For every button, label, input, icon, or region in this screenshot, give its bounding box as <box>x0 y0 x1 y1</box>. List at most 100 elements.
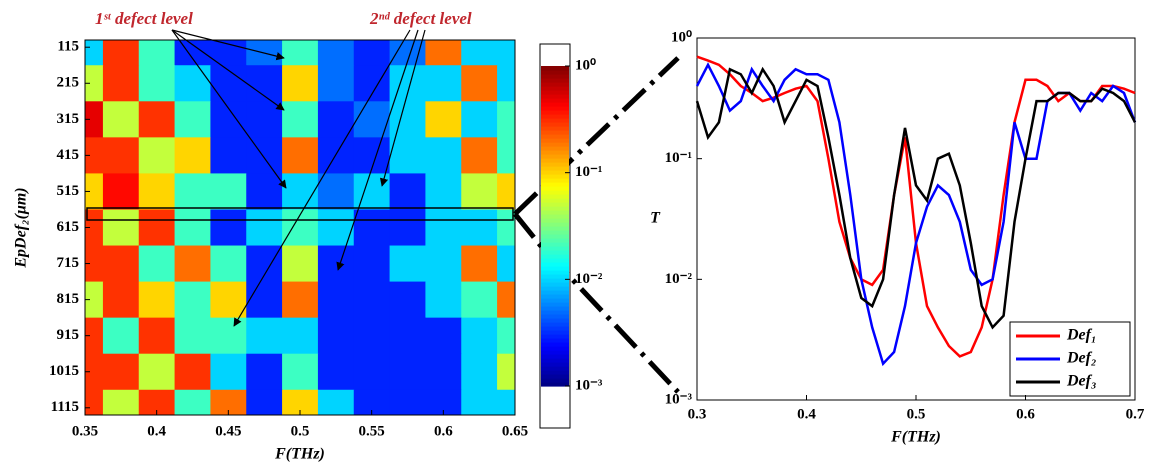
colorbar-swatch <box>541 82 569 87</box>
heat-cell <box>85 65 104 102</box>
colorbar-swatch <box>541 106 569 111</box>
heat-cell <box>138 353 176 391</box>
colorbar-swatch <box>541 282 569 287</box>
heat-cell <box>85 353 104 391</box>
heat-cell <box>461 137 498 174</box>
heat-cell <box>246 101 283 138</box>
colorbar-swatch <box>541 226 569 231</box>
heat-cell <box>461 245 498 283</box>
heat-cell <box>353 353 391 391</box>
annotation: 2ⁿᵈ defect level <box>369 9 472 28</box>
heat-cell <box>174 281 211 319</box>
colorbar-swatch <box>541 350 569 355</box>
heat-cell <box>174 353 211 391</box>
colorbar-swatch <box>541 166 569 171</box>
heat-cell <box>85 173 104 210</box>
heat-cell <box>102 137 140 174</box>
heat-cell <box>246 353 283 391</box>
heat-cell <box>102 317 140 355</box>
heat-cell <box>425 389 462 415</box>
colorbar-swatch <box>541 86 569 91</box>
legend-label: Def₂ <box>1066 350 1097 367</box>
y-tick-label: 10⁻² <box>665 271 693 287</box>
colorbar-swatch <box>541 154 569 159</box>
heat-cell <box>210 245 247 283</box>
heat-cell <box>497 353 515 391</box>
colorbar-swatch <box>541 94 569 99</box>
heat-cell <box>210 137 247 174</box>
heat-cell <box>138 137 176 174</box>
heat-cell <box>389 281 426 319</box>
x-tick-label: 0.45 <box>215 423 241 439</box>
heat-cell <box>174 389 211 415</box>
colorbar-swatch <box>541 318 569 323</box>
heat-cell <box>138 173 176 210</box>
colorbar-swatch <box>541 266 569 271</box>
colorbar-swatch <box>541 142 569 147</box>
colorbar-swatch <box>541 382 569 387</box>
heat-cell <box>317 281 355 319</box>
colorbar-swatch <box>541 78 569 83</box>
x-tick-label: 0.4 <box>797 406 816 422</box>
heat-cell <box>497 389 515 415</box>
heat-cell <box>210 281 247 319</box>
colorbar-swatch <box>541 146 569 151</box>
y-tick-label: 115 <box>57 39 79 55</box>
heat-cell <box>210 173 247 210</box>
colorbar-swatch <box>541 262 569 267</box>
heat-cell <box>210 317 247 355</box>
heat-cell <box>461 209 498 247</box>
heat-cell <box>389 389 426 415</box>
colorbar-swatch <box>541 202 569 207</box>
heat-cell <box>102 353 140 391</box>
colorbar-swatch <box>541 314 569 319</box>
heat-cell <box>425 245 462 283</box>
heat-cell <box>210 209 247 247</box>
heat-cell <box>282 137 319 174</box>
heat-cell <box>246 245 283 283</box>
heat-cell <box>102 245 140 283</box>
x-tick-label: 0.55 <box>359 423 385 439</box>
heat-cell <box>85 40 104 66</box>
colorbar-swatch <box>541 218 569 223</box>
colorbar-swatch <box>541 194 569 199</box>
colorbar-swatch <box>541 90 569 95</box>
y-tick-label: 515 <box>57 183 80 199</box>
heat-cell <box>353 40 391 66</box>
colorbar-swatch <box>541 362 569 367</box>
heat-cell <box>85 137 104 174</box>
heat-cell <box>282 281 319 319</box>
legend-label: Def₃ <box>1066 373 1097 390</box>
colorbar-swatch <box>541 110 569 115</box>
heat-cell <box>317 245 355 283</box>
heat-cell <box>246 209 283 247</box>
colorbar-swatch <box>541 162 569 167</box>
heat-cell <box>425 209 462 247</box>
zoom-arrows <box>513 56 680 394</box>
heat-cell <box>497 65 515 102</box>
heat-cell <box>282 245 319 283</box>
y-tick-label: 10⁻¹ <box>665 150 692 166</box>
heat-cell <box>461 389 498 415</box>
heat-cell <box>102 173 140 210</box>
heat-cell <box>210 353 247 391</box>
y-tick-label: 815 <box>57 291 80 307</box>
colorbar-swatch <box>541 326 569 331</box>
colorbar-swatch <box>541 366 569 371</box>
heat-cell <box>353 173 391 210</box>
heat-cell <box>85 389 104 415</box>
heat-cell <box>317 209 355 247</box>
y-tick-label: 10⁰ <box>671 29 692 45</box>
colorbar-swatch <box>541 174 569 179</box>
y-tick-label: 615 <box>57 219 80 235</box>
colorbar-swatch <box>541 286 569 291</box>
heat-cell <box>497 40 515 66</box>
annotation: 1ˢᵗ defect level <box>95 9 193 28</box>
heat-cell <box>246 173 283 210</box>
heat-cell <box>497 281 515 319</box>
colorbar-swatch <box>541 122 569 127</box>
heat-cell <box>138 281 176 319</box>
colorbar-swatch <box>541 346 569 351</box>
y-tick-label: 315 <box>57 111 80 127</box>
colorbar-swatch <box>541 258 569 263</box>
